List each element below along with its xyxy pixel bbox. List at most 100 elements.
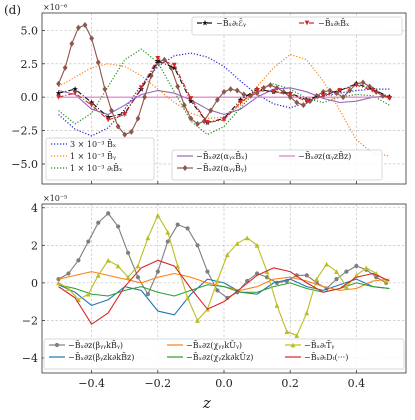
legend-label: 3 × 10⁻³ B̄ₓ [70,140,116,149]
legend-entry: −B̄ₓ∂z(βᵧzk∂kB̄z) [49,353,134,362]
series-top-0 [58,52,390,137]
data-point [287,92,293,97]
data-point [185,295,190,301]
data-point [88,99,95,105]
axis-exponent-label: ×10⁻⁶ [43,3,67,12]
data-point [76,258,81,263]
legend-box [43,338,405,370]
legend-box [45,137,155,181]
data-point [284,329,290,335]
y-tick-label: 0 [31,277,38,290]
data-point [102,86,108,93]
y-tick-label: 4 [31,202,38,215]
series-top-7 [56,56,392,125]
data-point [267,82,273,89]
legend-entry: −B̄ₓ∂z(χᵧᵧkŪᵧ) [167,341,242,350]
data-point [274,84,280,91]
data-point [86,239,91,244]
data-point [337,88,343,93]
data-point [383,278,389,284]
data-point [188,96,194,101]
legend-label: −B̄ₓ∂z(αᵧzB̄z) [298,152,351,161]
x-tick-label: 0.0 [215,377,233,390]
y-tick-label: −4 [22,352,38,365]
data-point [360,79,366,86]
data-point [320,93,326,99]
legend-label: −B̄ₓ∂ₜT̄ᵧ [304,341,334,350]
data-point [205,120,210,125]
data-point [274,303,280,308]
data-point [109,107,114,114]
legend-label: −B̄ₓ∂ₜDₜ(···) [304,353,348,362]
legend-bottom-bottom: −B̄ₓ∂z(βᵧᵧkB̄ᵧ) −B̄ₓ∂z(χᵧᵧkŪᵧ) −B̄ₓ∂ₜT̄ᵧ −B… [43,338,405,370]
data-point [195,120,200,127]
legend-label: −B̄ₓ∂ₜB̄ₓ [318,19,349,28]
axis-exponent-label: ×10⁻⁵ [43,194,67,203]
data-point [254,90,260,97]
series-bottom-4 [56,212,389,338]
legend-entry: −B̄ₓ∂ₜDₜ(···) [285,353,348,362]
y-tick-label: 2 [31,239,38,252]
data-point [115,263,121,269]
data-point [304,98,310,104]
legend-entry: −B̄ₓ∂z(αᵧᵧB̄ᵧ) [177,164,247,173]
data-point [96,220,101,225]
data-point [334,277,339,282]
legend-entry: −B̄ₓ∂z(αᵧₓB̄ₓ) [177,152,248,161]
data-point [66,286,71,291]
data-point [304,310,310,316]
data-point [225,295,230,300]
data-point [244,235,250,241]
legend-label: −B̄ₓ∂z(βᵧᵧkB̄ᵧ) [68,341,123,350]
data-point [215,288,220,293]
data-point [294,333,300,338]
data-point [105,114,112,120]
data-point [254,88,260,93]
series-line-top-0 [58,52,390,137]
legend-marker [54,342,60,348]
data-point [69,40,75,47]
data-point [224,252,230,258]
data-point [347,87,353,94]
data-point [185,226,190,231]
data-point [254,242,260,248]
series-top-2 [58,48,390,136]
data-point [72,90,78,96]
data-point [334,90,339,97]
data-point [122,112,128,117]
data-point [327,87,333,94]
top-panel: −5.0 −2.5 0.0 2.5 5.0 ×10⁻⁶ −B̄ₓ∂ₜℰ̄ᵧ −B̄ₓ∂ₜB̄ₓ… [11,3,407,185]
x-tick-label: −0.4 [78,377,105,390]
legend-label: −B̄ₓ∂z(αᵧᵧB̄ᵧ) [196,164,247,173]
data-point [271,89,277,95]
data-point [234,241,240,246]
data-point [135,115,141,122]
legend-label: −B̄ₓ∂z(χᵧᵧkŪᵧ) [186,341,242,350]
data-point [155,212,161,218]
data-point [56,280,61,286]
legend-box [191,16,403,36]
data-point [116,224,121,229]
series-line-bottom-0 [58,212,387,299]
data-point [238,100,243,105]
legend-entry: 1 × 10⁻³ B̄ᵧ [51,152,116,161]
panel-label: (d) [4,3,21,17]
data-point [363,265,369,271]
legend-label: −B̄ₓ∂z(αᵧₓB̄ₓ) [196,152,248,161]
data-point [301,102,306,109]
data-point [344,269,349,274]
y-tick-label: 5.0 [21,24,39,37]
series-bottom-5 [58,259,390,325]
data-point [105,117,111,123]
series-line-top-2 [58,48,390,136]
legend-label: −B̄ₓ∂z(βᵧzk∂kB̄z) [68,353,134,362]
data-point [175,263,181,269]
legend-top-top-right: −B̄ₓ∂ₜℰ̄ᵧ −B̄ₓ∂ₜB̄ₓ [191,16,403,36]
data-point [304,273,309,278]
legend-marker [304,20,310,26]
y-tick-label: 0.0 [21,91,39,104]
x-tick-label: 0.2 [281,377,299,390]
legend-box [171,149,383,181]
